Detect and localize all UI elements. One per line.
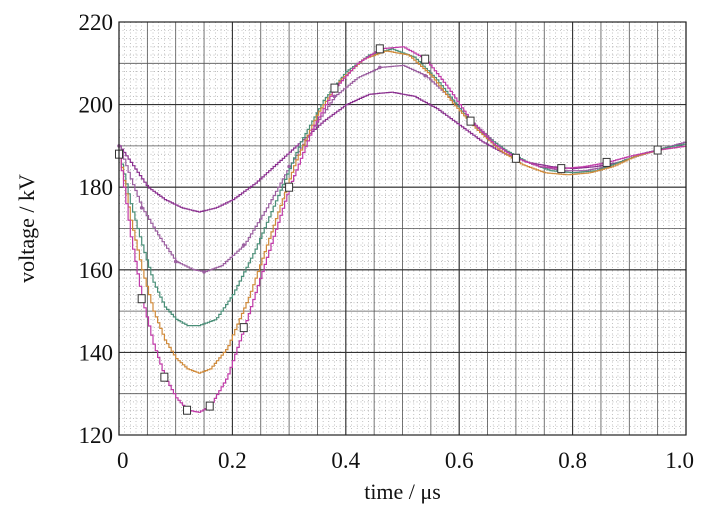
y-tick-label: 200: [79, 93, 114, 118]
data-point-marker: [330, 83, 339, 93]
y-tick-label: 180: [79, 175, 114, 200]
data-point-marker: [602, 157, 611, 167]
y-tick-label: 160: [79, 258, 114, 283]
y-axis-label: voltage / kV: [14, 174, 39, 283]
x-tick-label: 1.0: [665, 448, 694, 473]
x-tick-label: 0.8: [558, 448, 587, 473]
series-3: [119, 48, 687, 327]
series-1: [119, 91, 687, 213]
data-point-marker: [183, 405, 192, 415]
series-line: [119, 91, 687, 213]
data-point-marker: [173, 259, 178, 264]
series-4: [119, 50, 687, 374]
series-line: [119, 48, 687, 327]
x-tick-label: 0.2: [218, 448, 247, 473]
data-point-marker: [239, 323, 248, 333]
data-point-marker: [202, 270, 206, 274]
data-point-marker: [160, 372, 169, 382]
grid: [118, 21, 687, 436]
x-tick-label: 0.4: [331, 448, 360, 473]
series-line: [119, 50, 687, 374]
data-point-marker: [421, 54, 430, 64]
data-point-marker: [375, 44, 384, 54]
data-point-marker: [511, 153, 520, 163]
plot-frame: [118, 21, 687, 436]
data-point-marker: [466, 116, 475, 126]
data-point-marker: [241, 243, 246, 247]
y-tick-label: 220: [79, 10, 114, 35]
y-tick-label: 140: [79, 340, 114, 365]
series-line: [119, 46, 687, 413]
data-point-marker: [378, 65, 382, 70]
data-point-marker: [139, 206, 144, 210]
data-point-marker: [287, 164, 291, 169]
data-point-marker: [285, 182, 294, 192]
series-line: [119, 64, 687, 273]
x-axis-label: time / μs: [364, 479, 441, 504]
y-tick-label: 120: [79, 423, 114, 448]
tick-labels: 0 0.2 0.4 0.6 0.8 1.0 120 140 160 180 200 220: [79, 10, 695, 473]
x-tick-label: 0: [117, 448, 129, 473]
data-point-marker: [423, 73, 427, 78]
data-point-marker: [557, 164, 566, 174]
series-5: [115, 44, 687, 415]
series-group: [115, 44, 687, 415]
data-point-marker: [653, 145, 662, 155]
data-point-marker: [332, 94, 337, 99]
data-point-marker: [205, 401, 214, 411]
data-point-marker: [137, 294, 146, 304]
x-tick-label: 0.6: [445, 448, 474, 473]
